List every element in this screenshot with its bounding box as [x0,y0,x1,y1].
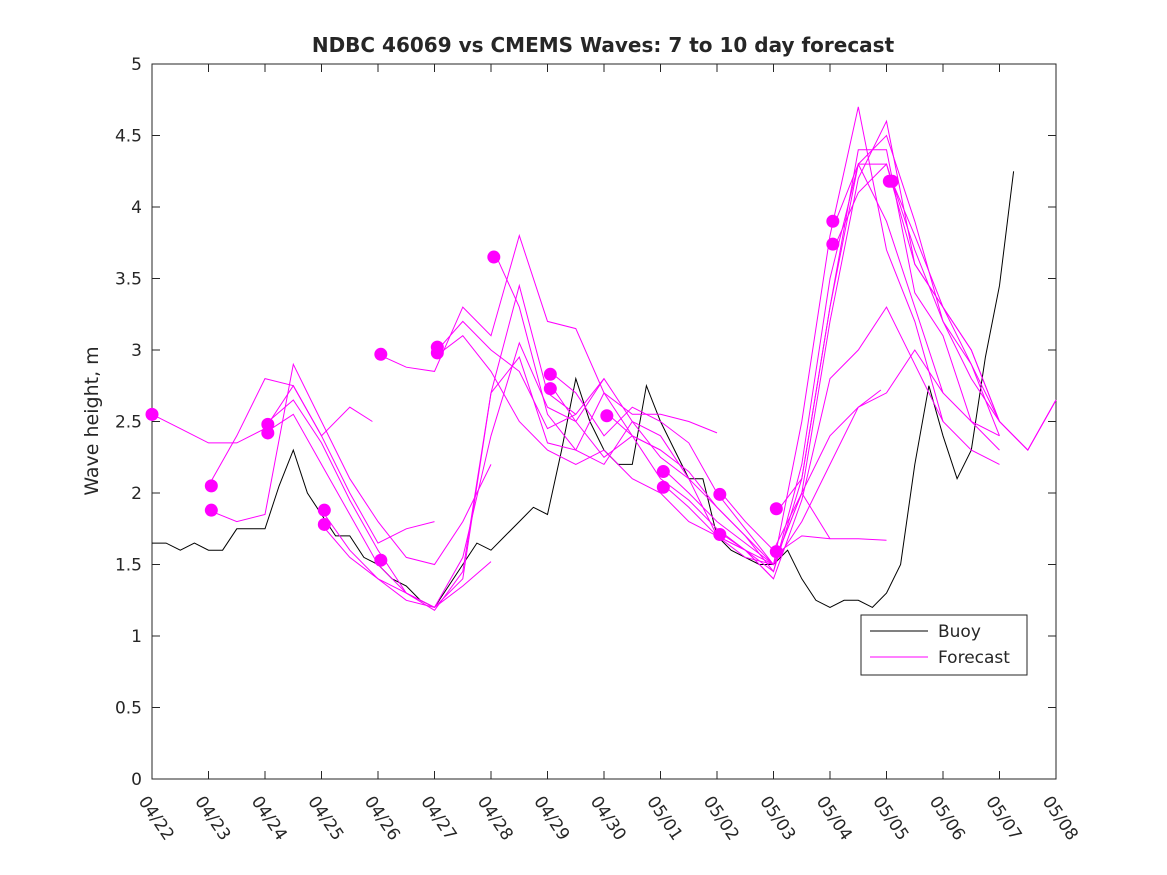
forecast-line [722,389,882,566]
forecast-start-marker [145,407,159,421]
x-tick-label: 04/23 [190,793,234,845]
y-tick-label: 2 [131,484,142,504]
plot-area: 04/22 04/23 04/24 04/25 04/26 04/27 04/28 04/29… [115,55,1082,844]
y-axis-label: Wave height, m [81,346,103,495]
x-tick-label: 04/27 [416,793,460,845]
forecast-start-marker [543,367,557,381]
y-tick-label: 0 [131,770,142,790]
x-tick-label: 05/04 [812,793,856,845]
x-tick-label: 04/29 [529,793,573,845]
x-tick-label: 04/30 [586,793,630,845]
x-tick-label: 05/03 [755,793,799,845]
buoy-series [152,171,1015,609]
legend-box [860,614,1028,676]
forecast-line [891,181,1057,451]
y-tick-label: 4 [131,198,142,218]
forecast-start-marker [713,527,727,541]
y-tick-label: 1 [131,627,142,647]
x-tick-label: 05/08 [1038,793,1082,845]
y-tick-label: 5 [131,55,142,75]
forecast-start-marker [487,250,501,264]
forecast-start-marker [656,480,670,494]
forecast-start-marker [769,502,783,516]
forecast-start-marker [600,409,614,423]
forecast-line [665,119,1057,566]
forecast-start-marker [769,545,783,559]
x-tick-label: 04/28 [473,793,517,845]
y-tick-label: 1.5 [115,556,142,576]
forecast-line [208,378,435,544]
forecast-line [321,524,492,608]
x-tick-label: 05/05 [868,793,912,845]
x-tick-label: 05/07 [981,793,1025,845]
x-tick-label: 05/01 [642,793,686,845]
forecast-start-marker [656,465,670,479]
chart-title: NDBC 46069 vs CMEMS Waves: 7 to 10 day f… [312,33,895,57]
forecast-start-marker [826,237,840,251]
forecast-start-marker [543,382,557,396]
x-tick-label: 04/24 [247,793,291,845]
forecast-line [208,362,492,566]
x-tick-label: 04/26 [360,793,404,845]
forecast-start-marker [204,479,218,493]
y-tick-label: 4.5 [115,127,142,147]
x-tick-label: 04/25 [303,793,347,845]
legend-buoy-label: Buoy [938,622,981,642]
y-tick-label: 3 [131,341,142,361]
forecast-line [377,233,718,434]
y-tick-label: 0.5 [115,699,142,719]
x-tick-label: 05/06 [925,793,969,845]
forecast-start-marker [374,347,388,361]
forecast-start-marker [204,503,218,517]
y-tick-label: 2.5 [115,413,142,433]
forecast-line [778,535,887,553]
x-tick-label: 04/22 [134,793,178,845]
y-axis: 0 0.5 1 1.5 2 2.5 3 3.5 4 4.5 5 [115,55,1056,790]
forecast-line [552,162,944,573]
x-tick-label: 05/02 [699,793,743,845]
forecast-line [778,134,1000,510]
y-tick-label: 3.5 [115,270,142,290]
forecast-start-marker [374,553,388,567]
forecast-start-marker [317,503,331,517]
forecast-start-marker [430,346,444,360]
forecast-start-marker [826,214,840,228]
forecast-start-marker [317,517,331,531]
legend-forecast-label: Forecast [938,648,1010,668]
buoy-line [152,171,1015,609]
forecast-start-markers [145,174,899,567]
forecast-start-marker [261,426,275,440]
forecast-line [264,283,577,611]
forecast-start-marker [885,174,899,188]
forecast-start-marker [713,487,727,501]
legend: Buoy Forecast [860,614,1028,676]
